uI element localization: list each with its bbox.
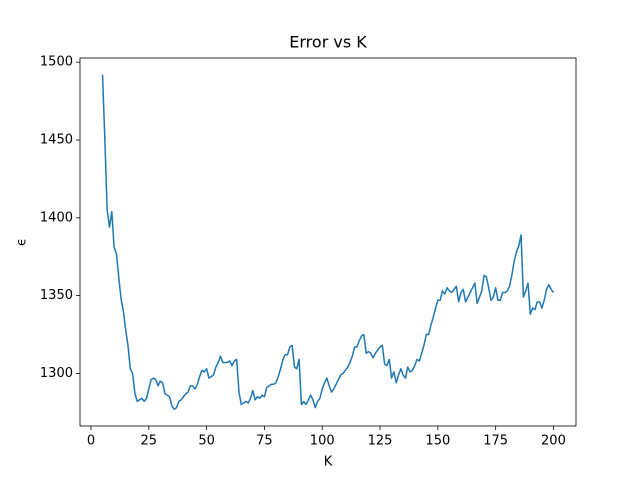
x-tick-label: 50 bbox=[198, 434, 215, 449]
x-tick-label: 25 bbox=[141, 434, 158, 449]
y-tick-label: 1400 bbox=[40, 210, 73, 225]
y-tick-label: 1500 bbox=[40, 55, 73, 70]
x-tick-label: 175 bbox=[483, 434, 508, 449]
y-tick-label: 1350 bbox=[40, 288, 73, 303]
y-tick-label: 1300 bbox=[40, 366, 73, 381]
x-tick-label: 100 bbox=[310, 434, 335, 449]
y-axis-label: ϵ bbox=[15, 238, 30, 246]
x-tick-label: 0 bbox=[87, 434, 95, 449]
x-tick-label: 150 bbox=[425, 434, 450, 449]
chart-title: Error vs K bbox=[289, 33, 367, 52]
plot-frame bbox=[79, 57, 577, 427]
x-tick-label: 200 bbox=[541, 434, 566, 449]
x-tick-label: 125 bbox=[368, 434, 393, 449]
x-axis-label: K bbox=[324, 455, 333, 470]
data-line bbox=[101, 74, 555, 410]
x-tick-label: 75 bbox=[256, 434, 273, 449]
y-tick-label: 1450 bbox=[40, 133, 73, 148]
